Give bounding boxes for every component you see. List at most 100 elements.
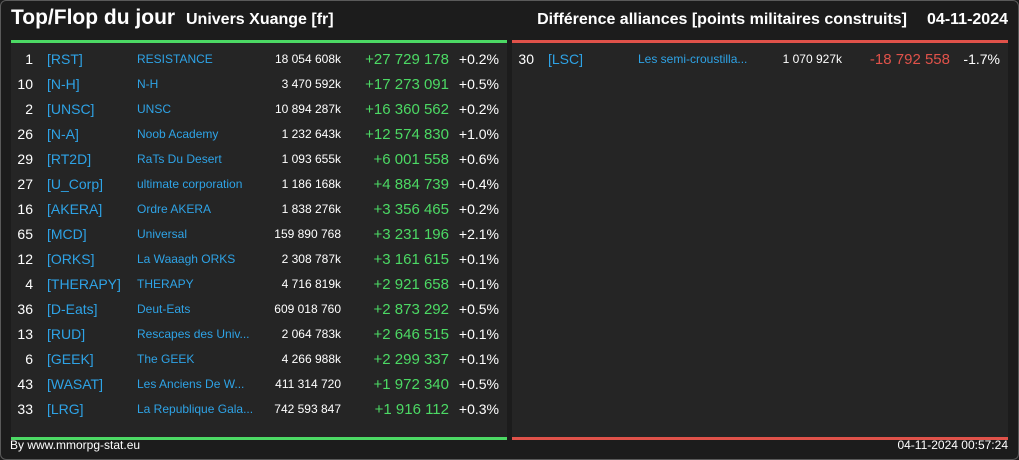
- alliance-tag-link[interactable]: [ORKS]: [47, 251, 95, 267]
- alliance-rank: 36: [17, 301, 33, 317]
- alliance-name-link[interactable]: ultimate corporation: [137, 177, 243, 191]
- alliance-name-link[interactable]: La Waaagh ORKS: [137, 252, 236, 266]
- alliance-rank: 65: [17, 226, 33, 242]
- alliance-points: 3 470 592k: [281, 77, 341, 91]
- alliance-percent: +0.1%: [458, 351, 499, 367]
- alliance-tag-link[interactable]: [D-Eats]: [47, 301, 98, 317]
- alliance-name-link[interactable]: Rescapes des Univ...: [137, 327, 250, 341]
- alliance-tag-link[interactable]: [WASAT]: [47, 376, 103, 392]
- alliance-diff: +2 921 658: [373, 276, 450, 293]
- alliance-tag-link[interactable]: [N-A]: [47, 126, 79, 142]
- flop-alliances-panel: 30 [LSC] Les semi-croustilla... 1 070 927k -…: [512, 40, 1008, 440]
- alliance-percent: +0.5%: [458, 376, 499, 392]
- alliance-tag-link[interactable]: [GEEK]: [47, 351, 94, 367]
- alliance-tag-link[interactable]: [UNSC]: [47, 101, 95, 117]
- alliance-points: 742 593 847: [274, 402, 341, 416]
- alliance-percent: +0.1%: [458, 251, 499, 267]
- alliance-tag-link[interactable]: [LRG]: [47, 401, 84, 417]
- alliance-row: 30 [LSC] Les semi-croustilla... 1 070 927k -…: [512, 47, 1008, 72]
- alliance-name-link[interactable]: UNSC: [137, 102, 172, 116]
- alliance-row: 13 [RUD] Rescapes des Univ... 2 064 783k +2 …: [11, 322, 507, 347]
- alliance-points: 1 070 927k: [782, 52, 842, 66]
- alliance-row: 16 [AKERA] Ordre AKERA 1 838 276k +3 356 465…: [11, 197, 507, 222]
- alliance-row: 33 [LRG] La Republique Gala... 742 593 847 +…: [11, 397, 507, 422]
- universe-label: Univers Xuange [fr]: [186, 11, 334, 28]
- alliance-diff: +17 273 091: [365, 76, 449, 93]
- alliance-row: 65 [MCD] Universal 159 890 768 +3 231 196 +2.…: [11, 222, 507, 247]
- alliance-rank: 16: [17, 201, 33, 217]
- alliance-rank: 33: [17, 401, 33, 417]
- alliance-rank: 43: [17, 376, 33, 392]
- alliance-percent: +0.4%: [458, 176, 499, 192]
- alliance-name-link[interactable]: Noob Academy: [137, 127, 219, 141]
- alliance-tag-link[interactable]: [RUD]: [47, 326, 86, 342]
- alliance-row: 4 [THERAPY] THERAPY 4 716 819k +2 921 658 +0.…: [11, 272, 507, 297]
- alliance-row: 1 [RST] RESISTANCE 18 054 608k +27 729 178 +0…: [11, 47, 507, 72]
- alliance-row: 26 [N-A] Noob Academy 1 232 643k +12 574 830…: [11, 122, 507, 147]
- alliance-row: 36 [D-Eats] Deut-Eats 609 018 760 +2 873 292…: [11, 297, 507, 322]
- alliance-percent: +0.1%: [458, 276, 499, 292]
- alliance-rank: 2: [25, 101, 33, 117]
- alliance-diff: +2 646 515: [373, 326, 450, 343]
- alliance-diff: +12 574 830: [365, 126, 449, 143]
- metric-label: Différence alliances [points militaires …: [537, 11, 907, 28]
- alliance-diff: +3 161 615: [373, 251, 450, 268]
- alliance-tag-link[interactable]: [AKERA]: [47, 201, 103, 217]
- alliance-rank: 13: [17, 326, 33, 342]
- alliance-name-link[interactable]: N-H: [137, 77, 159, 91]
- alliance-rank: 10: [17, 76, 33, 92]
- alliance-points: 10 894 287k: [274, 102, 341, 116]
- alliance-name-link[interactable]: Ordre AKERA: [137, 202, 212, 216]
- alliance-tag-link[interactable]: [LSC]: [548, 51, 584, 67]
- alliance-name-link[interactable]: La Republique Gala...: [137, 402, 254, 416]
- alliance-name-link[interactable]: Universal: [137, 227, 188, 241]
- alliance-points: 18 054 608k: [274, 52, 341, 66]
- alliance-points: 2 308 787k: [281, 252, 341, 266]
- alliance-points: 4 716 819k: [281, 277, 341, 291]
- alliance-name-link[interactable]: Les Anciens De W...: [137, 377, 245, 391]
- alliance-rank: 26: [17, 126, 33, 142]
- alliance-rank: 29: [17, 151, 33, 167]
- alliance-name-link[interactable]: RaTs Du Desert: [137, 152, 222, 166]
- alliance-row: 12 [ORKS] La Waaagh ORKS 2 308 787k +3 161 6…: [11, 247, 507, 272]
- alliance-percent: +0.5%: [458, 301, 499, 317]
- alliance-rank: 30: [518, 51, 534, 67]
- alliance-points: 1 186 168k: [281, 177, 341, 191]
- alliance-percent: +1.0%: [458, 126, 499, 142]
- alliance-rank: 27: [17, 176, 33, 192]
- date-label: 04-11-2024: [927, 11, 1008, 28]
- alliance-percent: -1.7%: [963, 51, 1000, 67]
- alliance-points: 411 314 720: [275, 377, 341, 391]
- alliance-diff: -18 792 558: [869, 51, 950, 68]
- alliance-name-link[interactable]: RESISTANCE: [137, 52, 213, 66]
- alliance-percent: +0.2%: [458, 101, 499, 117]
- footer-credit: By www.mmorpg-stat.eu: [10, 438, 141, 452]
- alliance-name-link[interactable]: THERAPY: [137, 277, 194, 291]
- alliance-name-link[interactable]: The GEEK: [137, 352, 195, 366]
- alliance-tag-link[interactable]: [RT2D]: [47, 151, 92, 167]
- alliance-points: 1 232 643k: [281, 127, 341, 141]
- alliance-diff: +1 972 340: [373, 376, 450, 393]
- page-title: Top/Flop du jour: [11, 6, 176, 29]
- alliance-rank: 4: [25, 276, 33, 292]
- alliance-row: 10 [N-H] N-H 3 470 592k +17 273 091 +0.5%: [11, 72, 507, 97]
- alliance-tag-link[interactable]: [RST]: [47, 51, 83, 67]
- alliance-percent: +0.5%: [458, 76, 499, 92]
- alliance-diff: +2 873 292: [373, 301, 450, 318]
- alliance-name-link[interactable]: Les semi-croustilla...: [638, 52, 748, 66]
- alliance-diff: +16 360 562: [365, 101, 449, 118]
- alliance-row: 43 [WASAT] Les Anciens De W... 411 314 720 +…: [11, 372, 507, 397]
- alliance-tag-link[interactable]: [U_Corp]: [47, 176, 104, 192]
- alliance-percent: +0.2%: [458, 201, 499, 217]
- alliance-name-link[interactable]: Deut-Eats: [137, 302, 191, 316]
- footer-timestamp: 04-11-2024 00:57:24: [897, 438, 1008, 452]
- alliance-row: 27 [U_Corp] ultimate corporation 1 186 168k…: [11, 172, 507, 197]
- alliance-diff: +27 729 178: [365, 51, 449, 68]
- alliance-points: 4 266 988k: [281, 352, 341, 366]
- alliance-percent: +2.1%: [458, 226, 499, 242]
- alliance-tag-link[interactable]: [THERAPY]: [47, 276, 121, 292]
- alliance-tag-link[interactable]: [N-H]: [47, 76, 80, 92]
- alliance-row: 6 [GEEK] The GEEK 4 266 988k +2 299 337 +0.1%: [11, 347, 507, 372]
- alliance-tag-link[interactable]: [MCD]: [47, 226, 87, 242]
- alliance-rank: 1: [25, 51, 33, 67]
